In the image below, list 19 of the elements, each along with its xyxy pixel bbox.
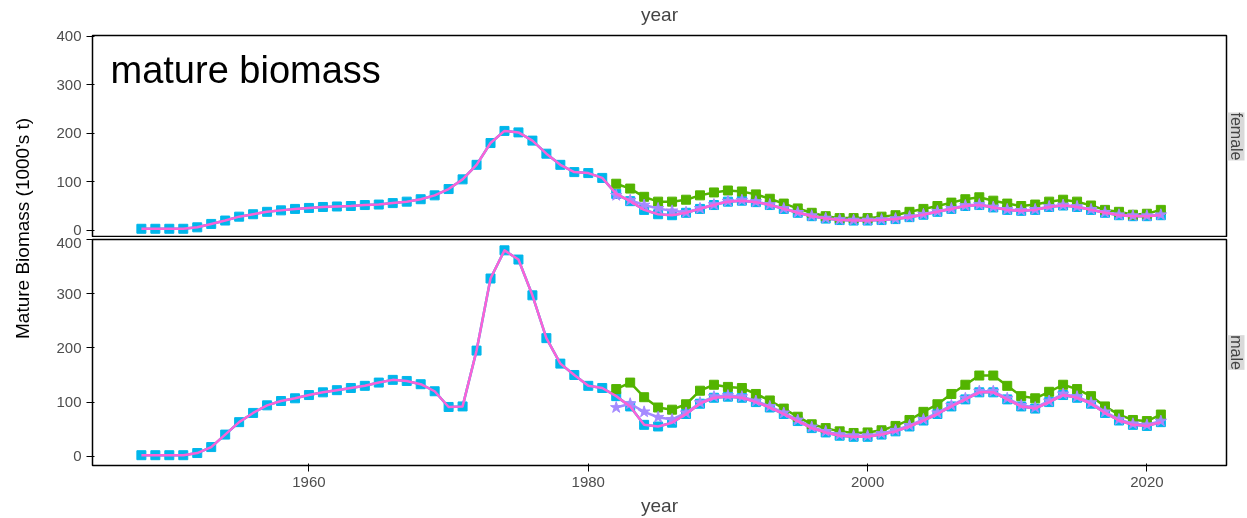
text: male: [1227, 335, 1245, 370]
x-tick-label: 2000: [850, 472, 885, 490]
text: female: [1227, 112, 1245, 161]
x-tick-label: 2020: [1130, 472, 1164, 490]
chart-title: mature biomass: [110, 48, 381, 91]
y-tick-label: 0: [73, 447, 82, 465]
x-tick-label: 1960: [292, 472, 326, 490]
x-axis-title: year: [641, 3, 679, 25]
y-tick-label: 100: [56, 393, 82, 411]
x-tick-label: 1980: [571, 472, 605, 490]
y-tick-label: 200: [56, 124, 82, 142]
y-tick-label: 400: [56, 27, 82, 45]
y-tick-label: 300: [56, 75, 82, 93]
y-tick-label: 100: [56, 172, 82, 190]
y-axis-title: Mature Biomass (1000's t): [12, 117, 33, 339]
x-axis-title: year: [641, 494, 679, 516]
y-tick-label: 200: [56, 338, 82, 356]
y-tick-label: 300: [56, 284, 82, 302]
y-tick-label: 0: [73, 221, 82, 239]
